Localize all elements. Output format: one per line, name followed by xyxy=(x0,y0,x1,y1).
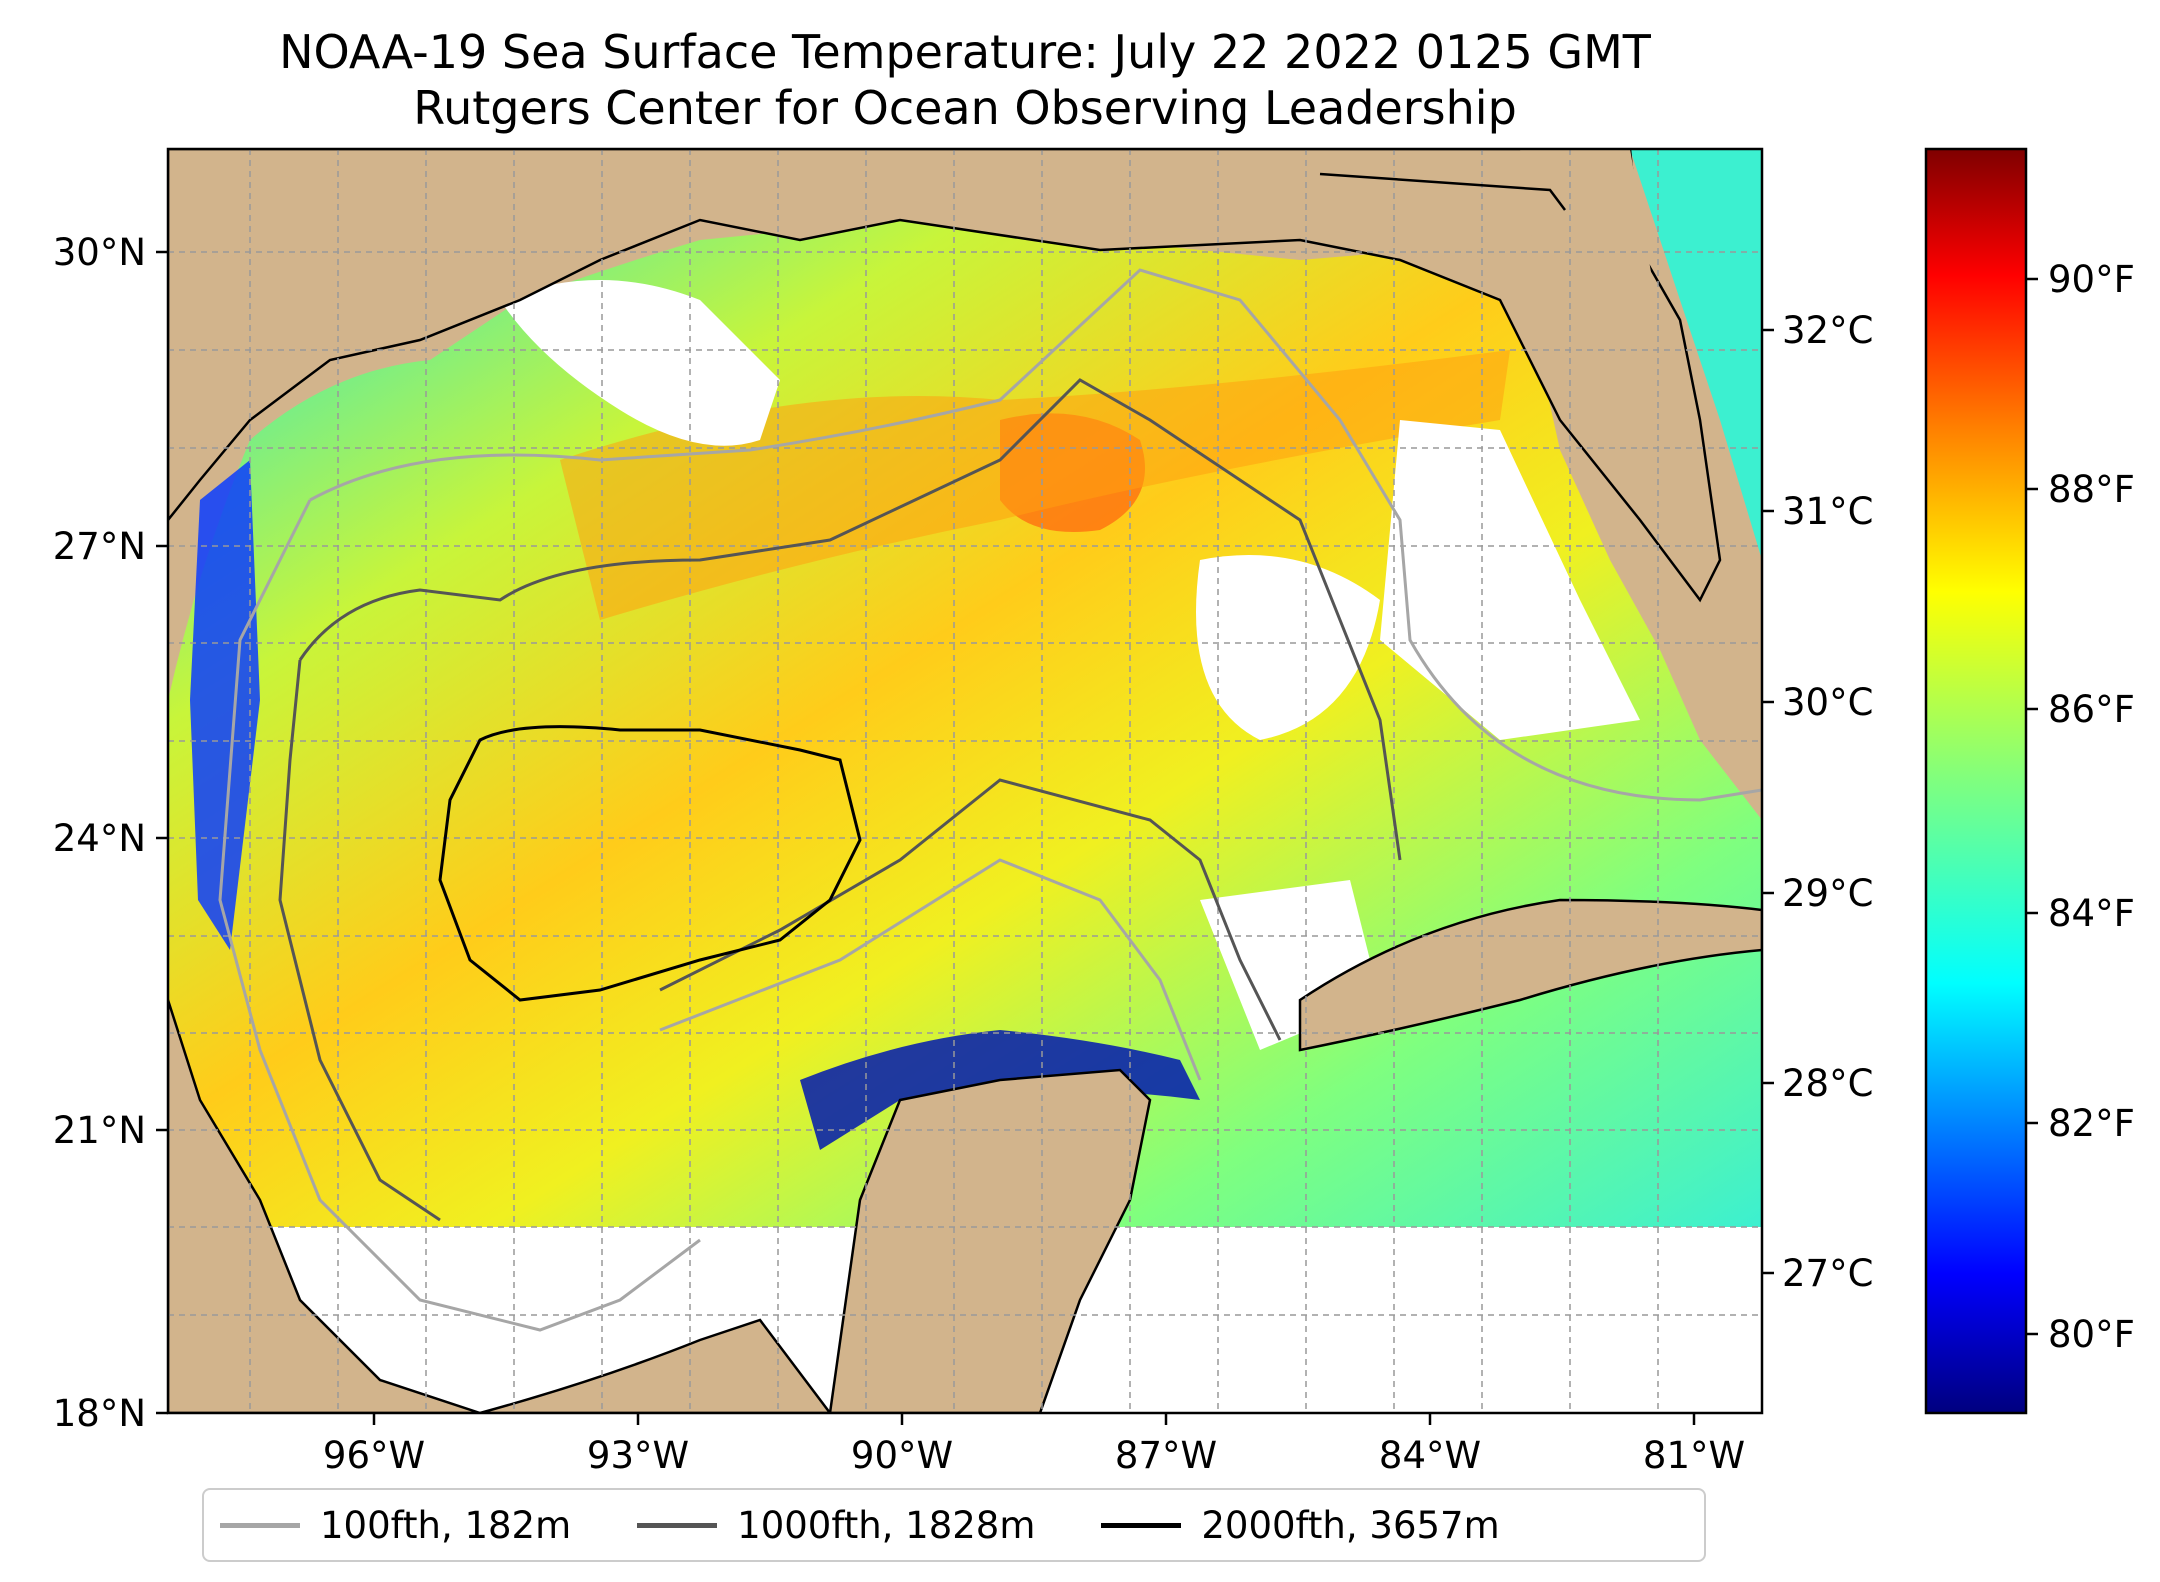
lon-label: 81°W xyxy=(1643,1434,1745,1477)
colorbar-ticks xyxy=(2026,277,2038,1336)
map-frame xyxy=(166,147,1764,1415)
celsius-label: 27°C xyxy=(1782,1252,1873,1295)
land-us-coast xyxy=(168,149,1722,603)
lon-label: 84°W xyxy=(1379,1434,1481,1477)
legend-line-100fth xyxy=(220,1522,300,1528)
lon-label: 96°W xyxy=(323,1434,425,1477)
colorbar xyxy=(1924,147,2028,1415)
contour-legend: 100fth, 182m 1000fth, 1828m 2000fth, 365… xyxy=(202,1488,1706,1562)
state-boundary xyxy=(1319,172,1566,211)
legend-line-1000fth xyxy=(637,1522,718,1528)
legend-label-2000fth: 2000fth, 3657m xyxy=(1201,1503,1500,1547)
legend-item-100fth: 100fth, 182m xyxy=(220,1504,571,1547)
fahrenheit-label: 88°F xyxy=(2048,468,2135,511)
lat-label: 27°N xyxy=(53,525,146,568)
fahrenheit-label: 86°F xyxy=(2048,688,2135,731)
graticule xyxy=(168,149,1762,1413)
fahrenheit-label: 84°F xyxy=(2048,892,2135,935)
contour-1000fth xyxy=(278,378,1402,1222)
legend-label-1000fth: 1000fth, 1828m xyxy=(737,1503,1036,1547)
title-line-1: NOAA-19 Sea Surface Temperature: July 22… xyxy=(279,25,1651,79)
fahrenheit-label: 82°F xyxy=(2048,1102,2135,1145)
no-data-florida-shelf xyxy=(1380,420,1640,740)
tick-marks xyxy=(156,250,1774,1425)
map-panel xyxy=(168,149,1762,1413)
land-mexico-west xyxy=(168,999,481,1413)
title-line-2: Rutgers Center for Ocean Observing Leade… xyxy=(413,81,1517,135)
lat-label: 30°N xyxy=(53,231,146,274)
celsius-label: 31°C xyxy=(1782,490,1873,533)
atlantic-data xyxy=(1630,149,1762,560)
legend-item-2000fth: 2000fth, 3657m xyxy=(1101,1503,1500,1547)
contour-100fth xyxy=(218,268,1762,1332)
lon-label: 87°W xyxy=(1115,1434,1217,1477)
warm-band xyxy=(560,350,1510,620)
land-south-mexico xyxy=(479,1318,832,1413)
celsius-label: 29°C xyxy=(1782,872,1873,915)
land-cuba xyxy=(1298,898,1762,1052)
fahrenheit-label: 90°F xyxy=(2048,258,2135,301)
celsius-label: 30°C xyxy=(1782,681,1873,724)
lat-label: 21°N xyxy=(53,1109,146,1152)
fahrenheit-label: 80°F xyxy=(2048,1313,2135,1356)
legend-item-1000fth: 1000fth, 1828m xyxy=(637,1504,1035,1547)
celsius-label: 28°C xyxy=(1782,1062,1873,1105)
legend-line-2000fth xyxy=(1101,1522,1182,1528)
lat-label: 18°N xyxy=(53,1392,146,1435)
lon-label: 90°W xyxy=(851,1434,953,1477)
cool-coast-west xyxy=(190,460,260,950)
lon-label: 93°W xyxy=(587,1434,689,1477)
legend-label-100fth: 100fth, 182m xyxy=(320,1503,572,1547)
no-data-louisiana xyxy=(500,280,780,446)
celsius-label: 32°C xyxy=(1782,309,1873,352)
lat-label: 24°N xyxy=(53,817,146,860)
contour-2000fth xyxy=(438,725,862,1002)
land-yucatan xyxy=(828,1068,1152,1413)
